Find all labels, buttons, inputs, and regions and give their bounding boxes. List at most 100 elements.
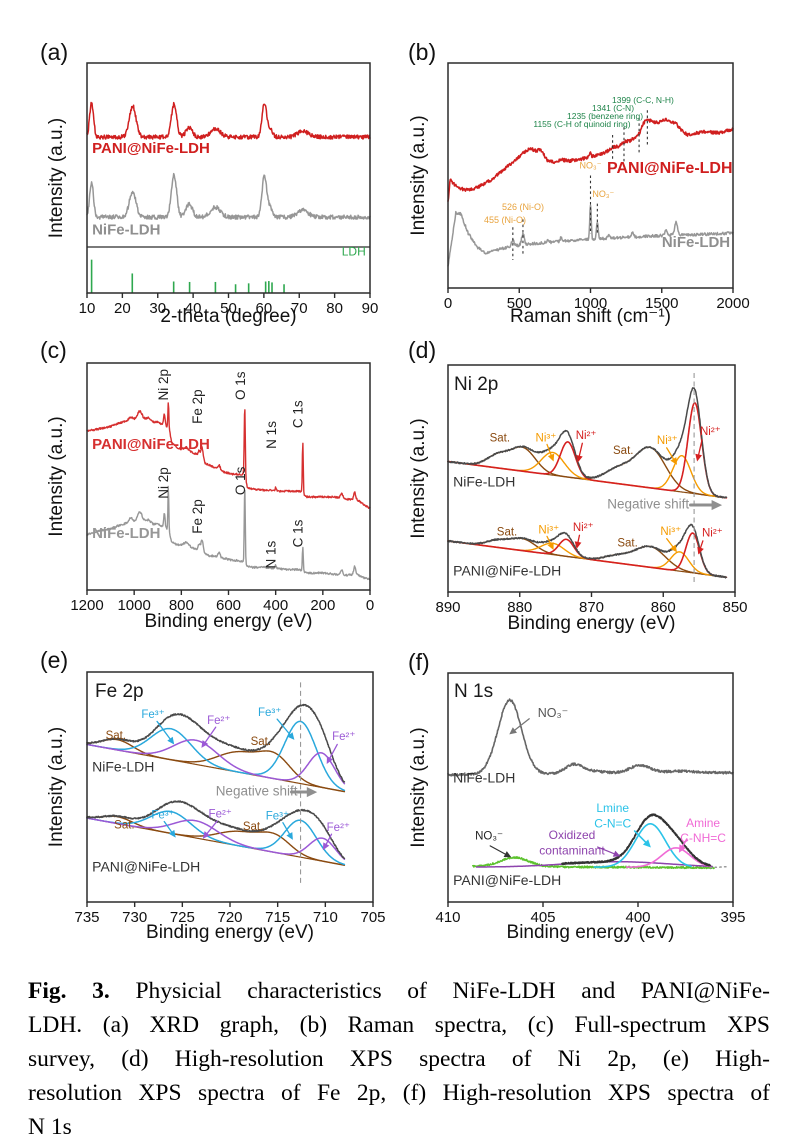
annotation-text: 1155 (C-H of quinoid ring) bbox=[533, 119, 630, 129]
x-tick-label: 1500 bbox=[645, 295, 678, 312]
annotation-text: Negative shift bbox=[607, 496, 689, 511]
annotation-arrow bbox=[512, 718, 530, 733]
panel-title: N 1s bbox=[454, 681, 493, 702]
series-curve bbox=[447, 446, 728, 499]
annotation-text: NO₃⁻ bbox=[538, 706, 568, 720]
annotation-arrowhead bbox=[697, 546, 704, 555]
x-tick-label: 10 bbox=[79, 300, 96, 317]
annotation-arrowhead bbox=[695, 453, 702, 462]
plot-frame bbox=[86, 62, 371, 294]
annotation-arrowhead bbox=[306, 787, 318, 798]
series-curve bbox=[447, 402, 728, 499]
series-curve bbox=[625, 847, 711, 868]
x-axis-label: 2-theta (degree) bbox=[160, 306, 296, 327]
x-tick-label: 60 bbox=[256, 300, 273, 317]
panel-letter: (d) bbox=[408, 337, 436, 363]
annotation-arrowhead bbox=[287, 732, 295, 740]
caption-line-3: survey, (d) High-resolution XPS spectra … bbox=[28, 1046, 770, 1072]
series-curve bbox=[86, 817, 346, 860]
series-curve bbox=[86, 402, 371, 509]
x-axis-label: Binding energy (eV) bbox=[145, 611, 313, 632]
series-curve bbox=[86, 172, 371, 220]
annotation-text: 1235 (benzene ring) bbox=[567, 111, 643, 121]
annotation-text: NO₃⁻ bbox=[592, 189, 614, 199]
x-tick-label: 730 bbox=[122, 909, 147, 926]
x-tick-label: 80 bbox=[326, 300, 343, 317]
x-tick-label: 705 bbox=[360, 909, 385, 926]
x-tick-label: 600 bbox=[216, 597, 241, 614]
annotation-text: O 1s bbox=[233, 466, 248, 495]
annotation-arrowhead bbox=[509, 727, 517, 735]
annotation-text: Ni²⁺ bbox=[576, 430, 597, 442]
x-axis-label: Binding energy (eV) bbox=[146, 922, 314, 943]
annotation-arrowhead bbox=[167, 736, 175, 745]
annotation-text: N 1s bbox=[264, 421, 279, 449]
annotation-text: PANI@NiFe-LDH bbox=[92, 859, 200, 875]
x-tick-label: 1000 bbox=[574, 295, 607, 312]
caption-line-5: N 1s bbox=[28, 1114, 72, 1140]
x-tick-label: 395 bbox=[720, 909, 745, 926]
annotation-arrowhead bbox=[612, 850, 621, 857]
annotation-text: Ni³⁺ bbox=[536, 433, 557, 445]
x-tick-label: 715 bbox=[265, 909, 290, 926]
panel-title: Fe 2p bbox=[95, 681, 144, 702]
series-curve bbox=[447, 698, 734, 777]
annotation-text: Ni²⁺ bbox=[573, 522, 594, 534]
series-curve bbox=[86, 703, 346, 783]
annotation-text: PANI@NiFe-LDH bbox=[453, 563, 561, 579]
y-axis-label: Intensity (a.u.) bbox=[46, 727, 67, 847]
annotation-arrowhead bbox=[503, 851, 512, 858]
panel-title: Ni 2p bbox=[454, 374, 498, 395]
x-tick-label: 860 bbox=[651, 599, 676, 616]
annotation-arrowhead bbox=[168, 829, 176, 838]
annotation-text: Ni 2p bbox=[156, 467, 171, 499]
annotation-text: NiFe-LDH bbox=[92, 525, 160, 542]
x-tick-label: 2000 bbox=[716, 295, 749, 312]
annotation-arrow bbox=[633, 830, 649, 845]
annotation-arrow bbox=[489, 845, 509, 856]
annotation-text: Fe²⁺ bbox=[207, 715, 230, 727]
annotation-text: Ni 2p bbox=[156, 369, 171, 401]
x-tick-label: 200 bbox=[310, 597, 335, 614]
series-curve bbox=[86, 810, 346, 866]
annotation-text: Sat. bbox=[251, 736, 271, 748]
annotation-text: Ni³⁺ bbox=[660, 526, 681, 538]
series-curve bbox=[447, 387, 728, 499]
caption-fig-label: Fig. 3. bbox=[28, 978, 110, 1004]
annotation-text: Sat. bbox=[613, 445, 633, 457]
annotation-text: Sat. bbox=[106, 730, 126, 742]
series-curve bbox=[86, 738, 346, 793]
annotation-text: Ni²⁺ bbox=[702, 527, 723, 539]
annotation-arrowhead bbox=[201, 740, 209, 748]
annotation-arrow bbox=[597, 846, 618, 856]
caption-line-1-text: Physicial characteristics of NiFe-LDH an… bbox=[135, 978, 770, 1004]
x-tick-label: 1200 bbox=[70, 597, 103, 614]
series-curve bbox=[471, 856, 715, 870]
y-axis-label: Intensity (a.u.) bbox=[408, 418, 429, 538]
x-tick-label: 725 bbox=[170, 909, 195, 926]
x-tick-label: 0 bbox=[366, 597, 374, 614]
annotation-arrowhead bbox=[547, 542, 554, 550]
figure-caption: Fig. 3. Physicial characteristics of NiF… bbox=[28, 974, 770, 1144]
annotation-arrow bbox=[204, 820, 218, 837]
caption-line-2: LDH. (a) XRD graph, (b) Raman spectra, (… bbox=[28, 1012, 770, 1038]
series-curve bbox=[86, 101, 371, 140]
panel-letter: (b) bbox=[408, 39, 436, 65]
annotation-arrow bbox=[156, 720, 173, 742]
annotation-text: NO₃⁻ bbox=[580, 160, 602, 170]
x-tick-label: 0 bbox=[444, 295, 452, 312]
annotation-text: Oxidized contaminant bbox=[539, 828, 605, 857]
annotation-text: Fe³⁺ bbox=[141, 709, 164, 721]
x-tick-label: 720 bbox=[217, 909, 242, 926]
annotation-text: Fe²⁺ bbox=[327, 822, 350, 834]
annotation-text: Lmine C-N=C bbox=[594, 801, 631, 830]
annotation-text: PANI@NiFe-LDH bbox=[607, 160, 733, 177]
series-curve bbox=[447, 204, 734, 267]
annotation-text: NiFe-LDH bbox=[453, 473, 515, 489]
annotation-text: Ni³⁺ bbox=[657, 435, 678, 447]
annotation-text: 1341 (C-N) bbox=[592, 103, 634, 113]
caption-line-1: Fig. 3. Physicial characteristics of NiF… bbox=[28, 974, 770, 1008]
x-tick-label: 70 bbox=[291, 300, 308, 317]
annotation-text: 526 (Ni-O) bbox=[502, 202, 544, 212]
annotation-text: Fe²⁺ bbox=[332, 731, 355, 743]
